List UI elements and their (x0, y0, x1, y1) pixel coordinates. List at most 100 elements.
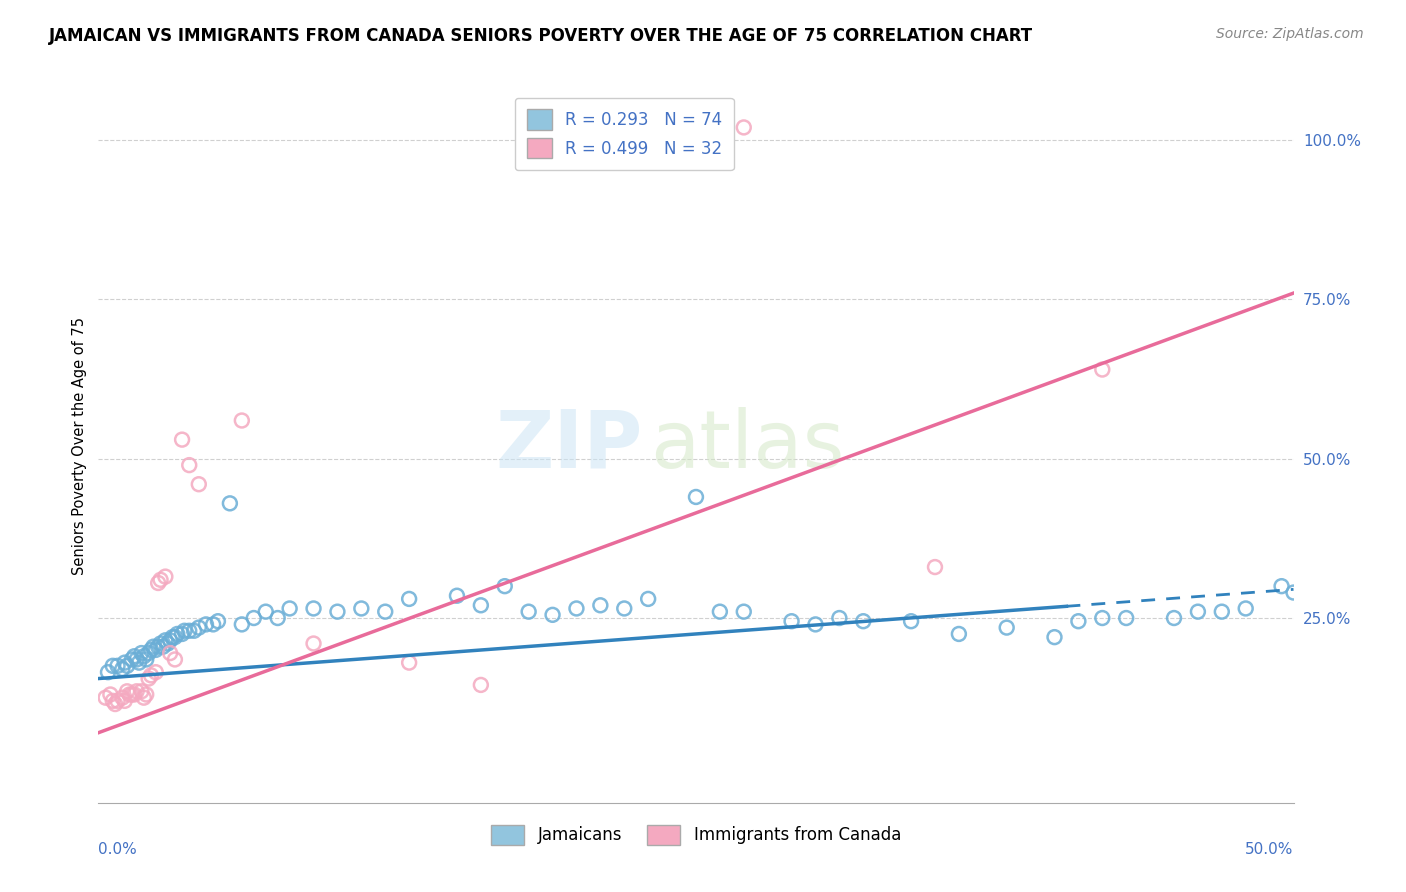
Point (1163, 611, 1185, 625)
Point (111, 690, 134, 705)
Point (138, 672, 160, 686)
Point (114, 694, 136, 708)
Point (637, 591, 659, 606)
Point (172, 433, 194, 447)
Point (124, 649, 146, 664)
Point (900, 614, 922, 628)
Point (613, 601, 636, 615)
Point (138, 646, 160, 660)
Point (94, 690, 117, 705)
Point (1234, 601, 1257, 615)
Point (115, 684, 138, 698)
Point (326, 605, 349, 619)
Point (156, 636, 179, 650)
Point (1282, 585, 1305, 599)
Point (121, 688, 143, 702)
Point (470, 678, 492, 692)
Point (470, 599, 492, 613)
Point (145, 665, 167, 680)
Point (267, 611, 290, 625)
Point (1091, 611, 1114, 625)
Point (350, 601, 373, 615)
Point (780, 614, 803, 628)
Point (828, 611, 851, 625)
Point (128, 656, 150, 670)
Point (1271, 579, 1294, 593)
Point (709, 605, 731, 619)
Point (148, 576, 170, 591)
Point (219, 496, 242, 510)
Point (187, 477, 209, 491)
Point (995, 621, 1018, 635)
Point (139, 668, 162, 682)
Point (302, 636, 325, 650)
Point (101, 694, 124, 708)
Point (179, 458, 201, 472)
Text: Source: ZipAtlas.com: Source: ZipAtlas.com (1216, 27, 1364, 41)
Text: 50.0%: 50.0% (1246, 842, 1294, 857)
Point (149, 573, 172, 587)
Point (254, 605, 277, 619)
Point (494, 579, 516, 593)
Point (124, 688, 146, 702)
Point (446, 589, 468, 603)
Point (541, 607, 564, 622)
Point (924, 560, 946, 574)
Point (166, 627, 188, 641)
Point (173, 624, 195, 638)
Point (202, 617, 225, 632)
Point (132, 690, 155, 705)
Point (98, 688, 122, 702)
Point (302, 601, 325, 615)
Point (125, 684, 148, 698)
Point (162, 630, 184, 644)
Point (111, 662, 134, 676)
Point (852, 614, 875, 628)
Point (118, 688, 141, 702)
Point (107, 658, 129, 673)
Point (183, 624, 205, 638)
Point (159, 646, 181, 660)
Point (278, 601, 301, 615)
Point (1211, 605, 1233, 619)
Point (172, 627, 194, 641)
Point (733, 605, 755, 619)
Point (135, 688, 157, 702)
Point (163, 652, 186, 666)
Legend: Jamaicans, Immigrants from Canada: Jamaicans, Immigrants from Canada (484, 818, 908, 852)
Point (1067, 614, 1090, 628)
Y-axis label: Seniors Poverty Over the Age of 75: Seniors Poverty Over the Age of 75 (72, 317, 87, 575)
Point (152, 640, 174, 654)
Point (1187, 605, 1209, 619)
Point (1043, 630, 1066, 644)
Point (125, 652, 148, 666)
Point (149, 636, 172, 650)
Point (155, 569, 177, 583)
Point (1091, 362, 1114, 376)
Point (97, 665, 120, 680)
Point (155, 633, 177, 648)
Point (115, 658, 138, 673)
Point (231, 617, 253, 632)
Point (163, 630, 186, 644)
Point (148, 640, 170, 654)
Point (589, 599, 612, 613)
Point (132, 649, 155, 664)
Point (804, 617, 827, 632)
Text: atlas: atlas (651, 407, 845, 485)
Point (685, 490, 707, 504)
Point (142, 640, 165, 654)
Point (565, 601, 588, 615)
Point (1115, 611, 1137, 625)
Point (139, 643, 162, 657)
Point (733, 120, 755, 135)
Point (231, 413, 253, 427)
Point (517, 605, 540, 619)
Text: 0.0%: 0.0% (98, 842, 138, 857)
Point (948, 627, 970, 641)
Point (398, 656, 420, 670)
Point (207, 614, 229, 628)
Point (121, 652, 143, 666)
Point (131, 646, 153, 660)
Point (107, 694, 129, 708)
